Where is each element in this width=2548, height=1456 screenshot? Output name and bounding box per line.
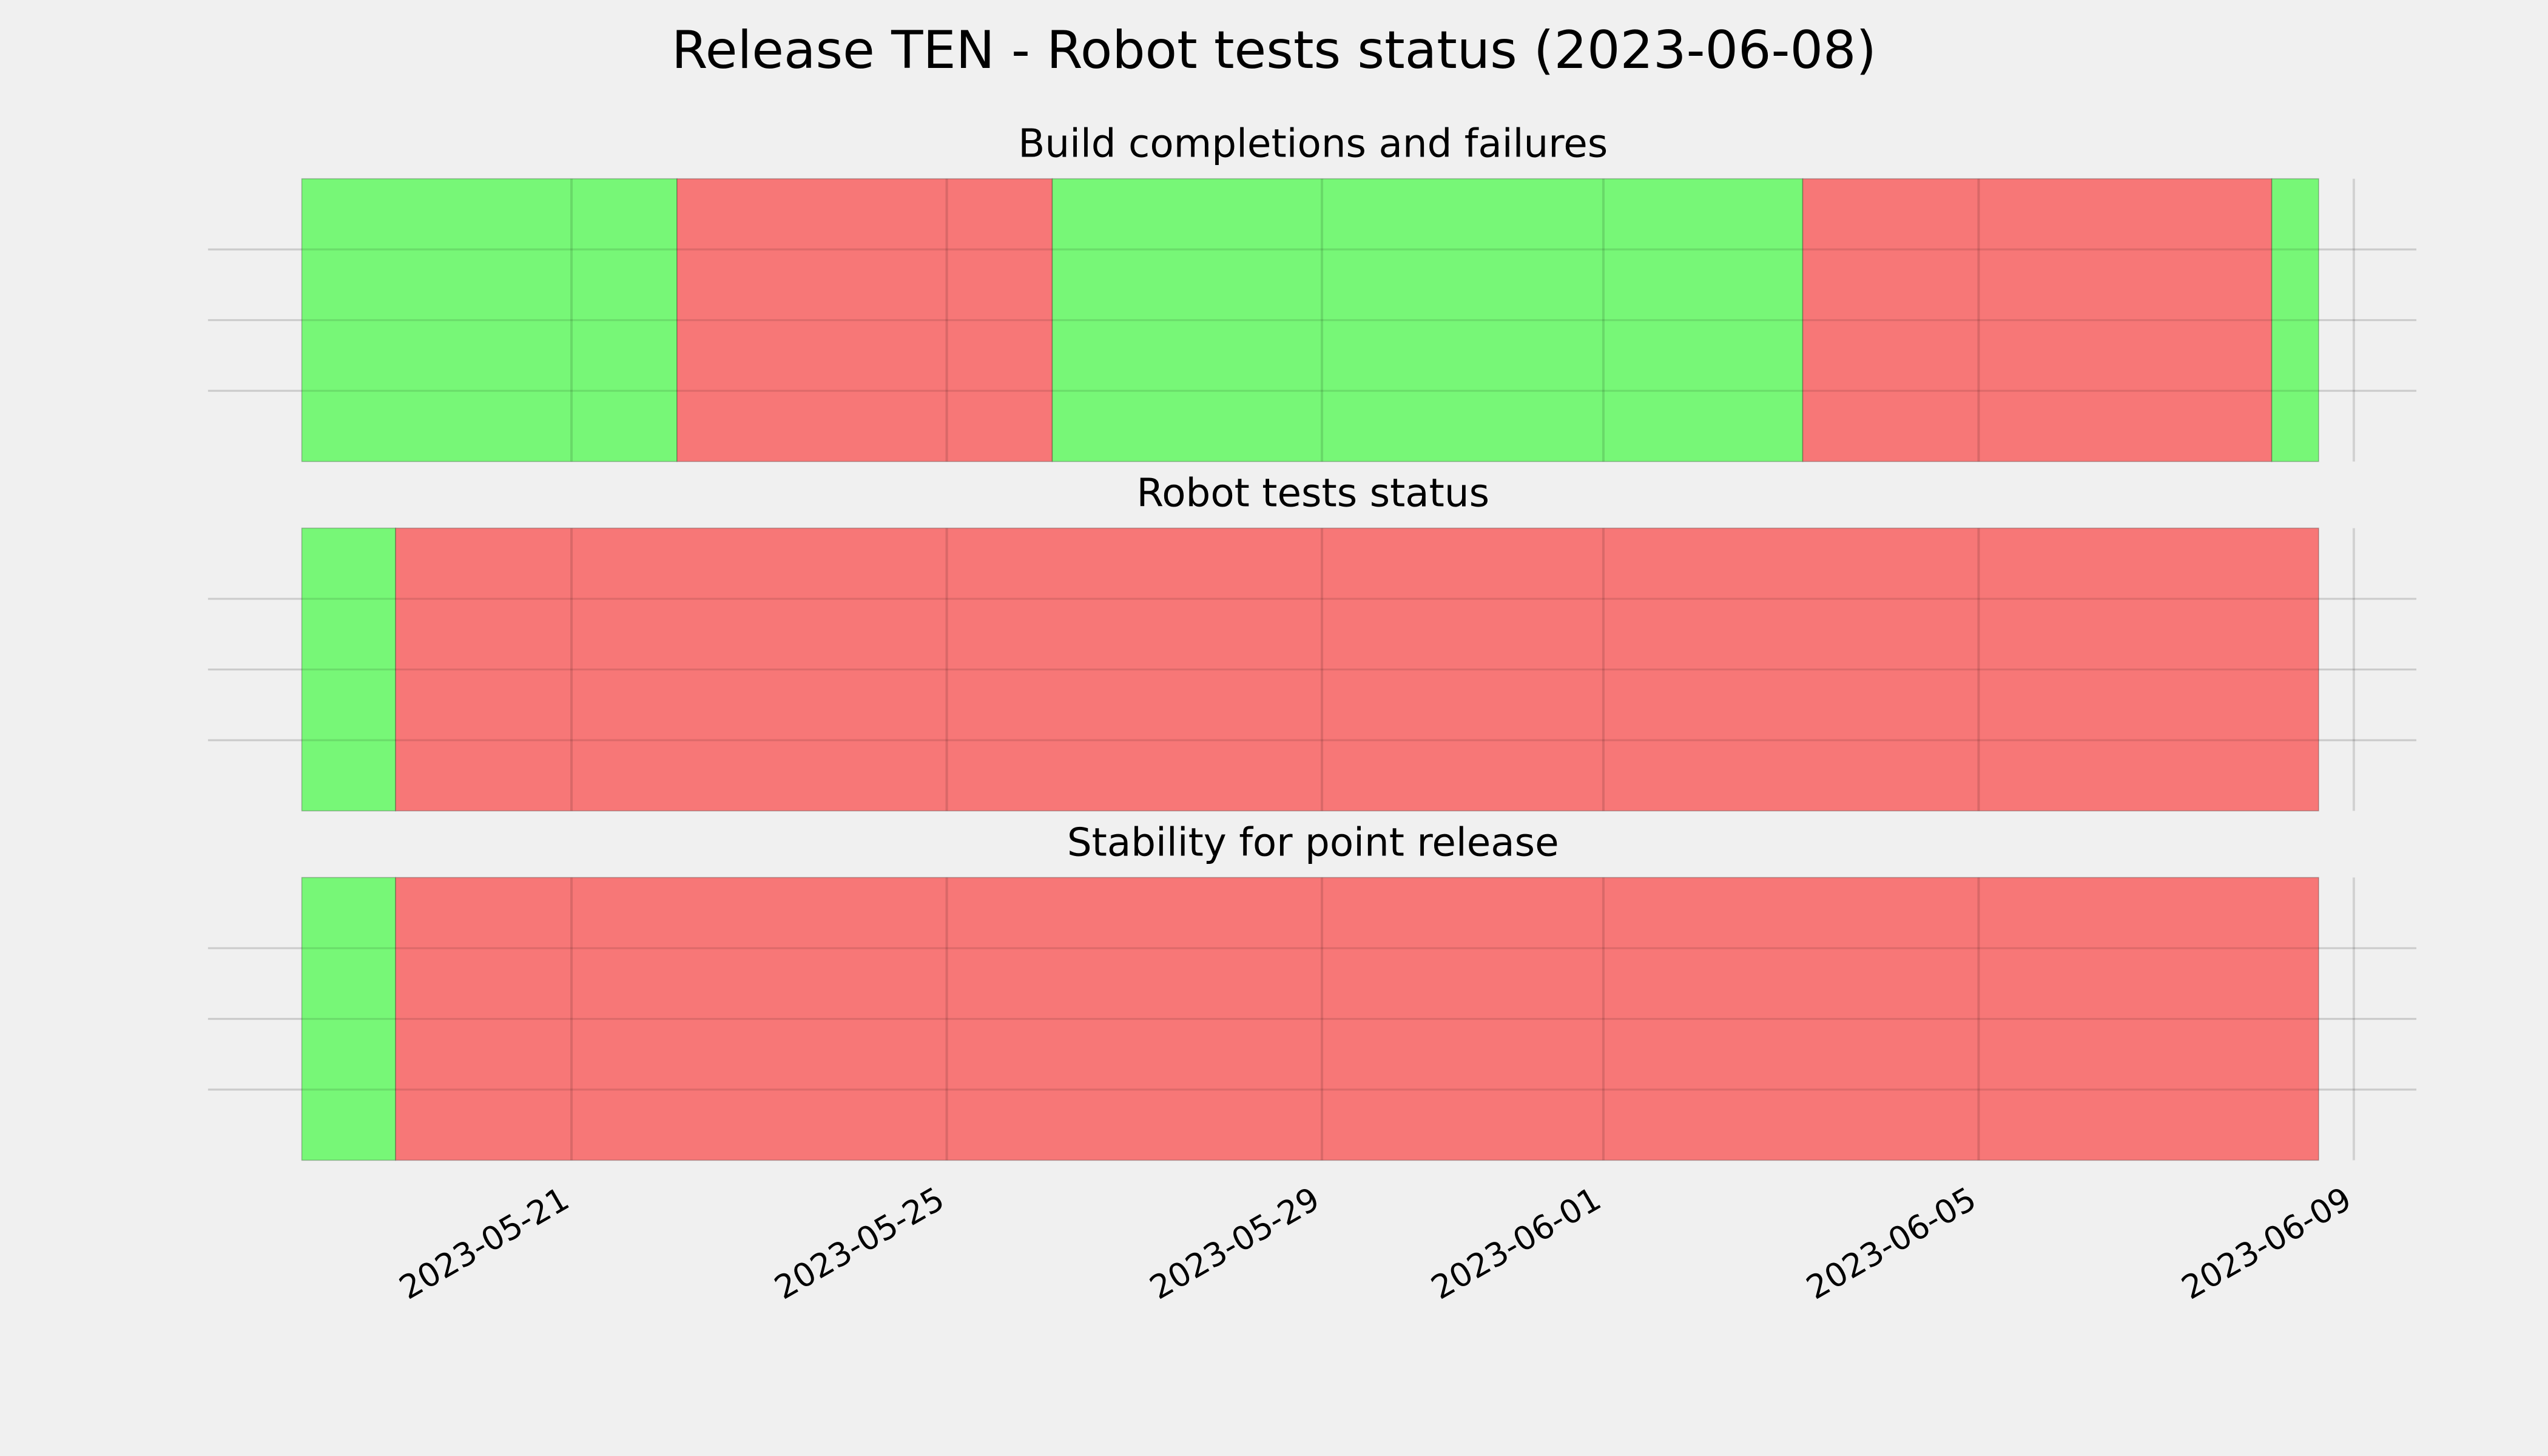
status-segment — [676, 178, 1053, 462]
status-segment — [395, 877, 2319, 1161]
panel-title: Stability for point release — [1067, 820, 1559, 865]
status-segment — [2271, 178, 2319, 462]
status-segment — [301, 527, 396, 812]
status-segment — [395, 527, 2319, 812]
panel-title: Robot tests status — [1136, 471, 1489, 516]
status-segment — [301, 877, 396, 1161]
panel-title: Build completions and failures — [1018, 121, 1608, 167]
status-segment — [1051, 178, 1804, 462]
status-segment — [1802, 178, 2273, 462]
chart-title: Release TEN - Robot tests status (2023-0… — [672, 20, 1876, 81]
status-segment — [301, 178, 678, 462]
